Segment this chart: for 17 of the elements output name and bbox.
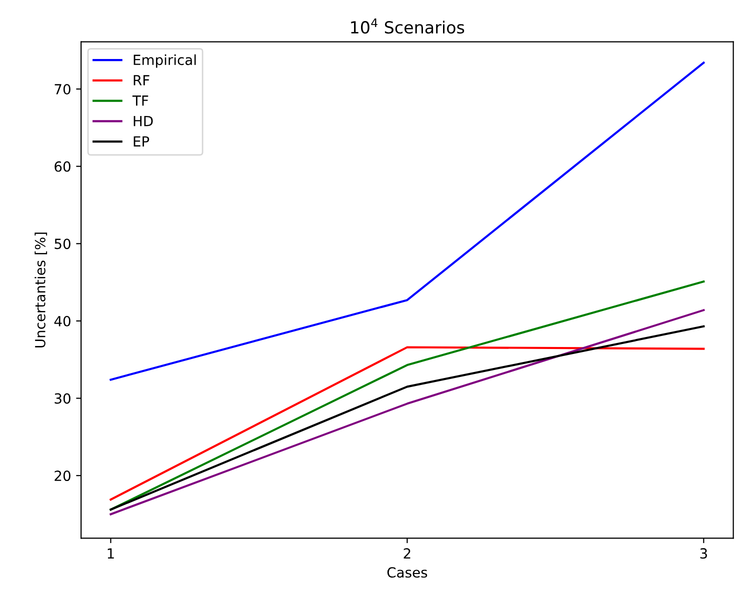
y-tick-label: 40 bbox=[54, 316, 70, 326]
x-tick-label: 1 bbox=[108, 548, 114, 558]
legend-label: EP bbox=[134, 136, 150, 146]
y-axis-title: Uncertanties [%] bbox=[34, 232, 48, 348]
y-tick-label: 50 bbox=[54, 238, 70, 250]
y-tick-label: 70 bbox=[54, 84, 70, 94]
x-tick-label: 2 bbox=[404, 548, 410, 558]
legend-label: RF bbox=[134, 75, 150, 86]
legend-label: HD bbox=[134, 116, 153, 126]
legend-label: Empirical bbox=[134, 54, 196, 68]
y-tick-label: 60 bbox=[54, 161, 70, 172]
y-tick-label: 20 bbox=[54, 470, 70, 482]
x-tick-label: 3 bbox=[700, 548, 707, 559]
chart-title: 10$^{4}$ Scenarios bbox=[351, 18, 464, 34]
legend-label: TF bbox=[132, 96, 148, 106]
x-axis-title: Cases bbox=[387, 567, 428, 578]
y-tick-label: 30 bbox=[54, 393, 70, 404]
